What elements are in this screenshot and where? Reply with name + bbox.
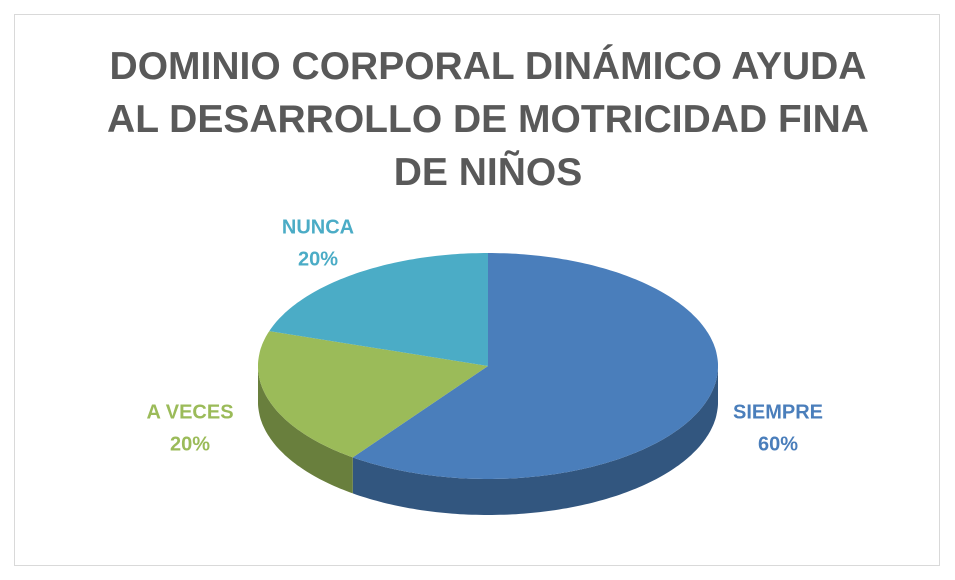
- data-label-name: A VECES: [146, 401, 233, 423]
- slice: [269, 253, 488, 366]
- slice: [258, 331, 488, 458]
- slice-side: [352, 366, 718, 515]
- data-label-value: 20%: [298, 248, 338, 270]
- data-label-name: NUNCA: [282, 216, 354, 238]
- chart-title: DOMINIO CORPORAL DINÁMICO AYUDA AL DESAR…: [107, 45, 869, 194]
- data-label-name: SIEMPRE: [733, 401, 823, 423]
- chart-frame: [14, 14, 940, 566]
- data-label-value: 60%: [758, 433, 798, 455]
- data-label-value: 20%: [170, 433, 210, 455]
- slice: [352, 253, 718, 479]
- slice-side: [258, 366, 353, 494]
